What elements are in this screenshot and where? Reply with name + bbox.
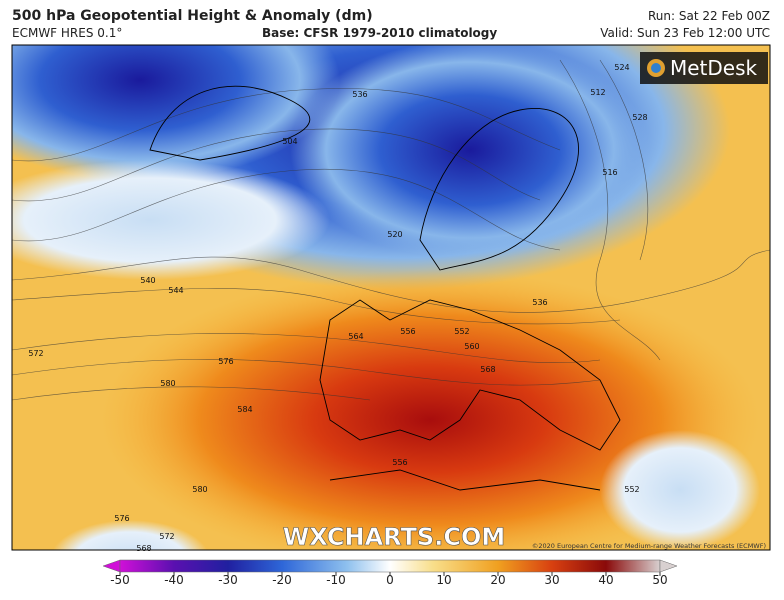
colorbar-tick-label: 0 (386, 573, 394, 587)
contour-label: 576 (114, 514, 129, 523)
contour-label: 544 (168, 286, 183, 295)
contour-label: 536 (352, 90, 367, 99)
contour-label: 520 (387, 230, 402, 239)
contour-label: 572 (159, 532, 174, 541)
contour-label: 536 (532, 298, 547, 307)
contour-label: 572 (28, 349, 43, 358)
copyright: ©2020 European Centre for Medium-range W… (532, 542, 766, 550)
contour-label: 576 (218, 357, 233, 366)
contour-label: 524 (614, 63, 629, 72)
contour-label: 580 (160, 379, 175, 388)
colorbar-tick-label: -20 (272, 573, 292, 587)
contour-label: 580 (192, 485, 207, 494)
contour-label: 512 (590, 88, 605, 97)
contour-label: 560 (464, 342, 479, 351)
colorbar (102, 559, 678, 573)
run: Run: Sat 22 Feb 00Z (648, 9, 770, 23)
contour-label: 556 (392, 458, 407, 467)
contour-label: 528 (632, 113, 647, 122)
contour-label: 504 (282, 137, 297, 146)
colorbar-tick-label: 10 (436, 573, 451, 587)
contour-label: 540 (140, 276, 155, 285)
contour-label: 568 (480, 365, 495, 374)
contour-label: 516 (602, 168, 617, 177)
colorbar-tick-label: 20 (490, 573, 505, 587)
contour-label: 552 (624, 485, 639, 494)
colorbar-tick-label: 50 (652, 573, 667, 587)
contour-label: 556 (400, 327, 415, 336)
logo-box (640, 52, 768, 84)
logo: MetDesk (670, 56, 758, 80)
colorbar-tick-label: -30 (218, 573, 238, 587)
watermark: WXCHARTS.COM (283, 523, 505, 551)
contour-label: 552 (454, 327, 469, 336)
colorbar-tick-label: 30 (544, 573, 559, 587)
model: ECMWF HRES 0.1° (12, 26, 123, 40)
map-frame (11, 44, 771, 551)
colorbar-tick-label: -10 (326, 573, 346, 587)
colorbar-tick-label: 40 (598, 573, 613, 587)
contour-label: 564 (348, 332, 363, 341)
base: Base: CFSR 1979-2010 climatology (262, 26, 498, 40)
title: 500 hPa Geopotential Height & Anomaly (d… (12, 8, 373, 24)
contour-label: 584 (237, 405, 252, 414)
colorbar-tick-label: -50 (110, 573, 130, 587)
colorbar-tick-label: -40 (164, 573, 184, 587)
valid: Valid: Sun 23 Feb 12:00 UTC (600, 26, 770, 40)
contour-label: 568 (136, 544, 151, 553)
